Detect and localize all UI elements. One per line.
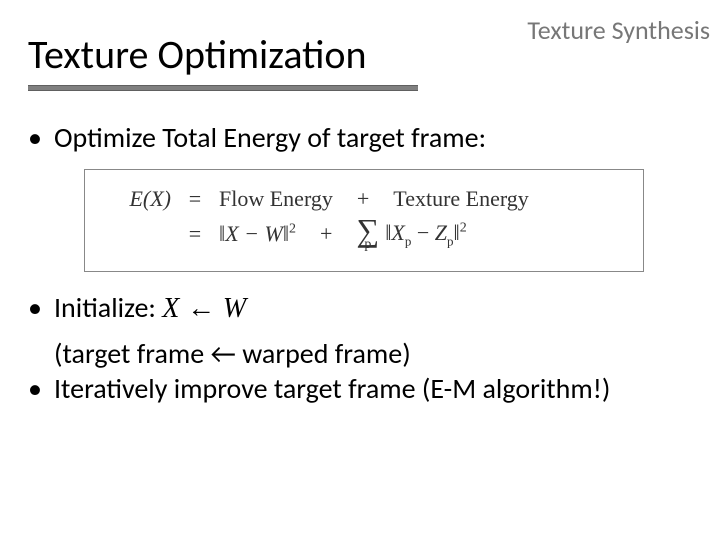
sigma-subscript: p xyxy=(364,240,371,251)
formula-lhs-text: E(X) xyxy=(129,186,171,211)
norm-exp-2: 2 xyxy=(460,220,467,235)
bullet-1: Optimize Total Energy of target frame: xyxy=(28,120,692,155)
bullet-2-W: W xyxy=(223,293,246,324)
sigma-block: ∑ p xyxy=(356,218,379,251)
norm-exp-1: 2 xyxy=(289,222,296,237)
norm-minus: − xyxy=(411,220,434,245)
formula-row-2: = ‖X − W‖2 + ∑ p ‖Xp − Zp‖2 xyxy=(101,218,627,251)
bullet-2-X: X xyxy=(162,293,179,324)
title-underline xyxy=(28,85,418,91)
bullet-2-prefix: Initialize: xyxy=(54,290,162,325)
bullet-3: Iteratively improve target frame (E-M al… xyxy=(28,371,692,406)
bullet-2-continuation: (target frame ← warped frame) xyxy=(28,336,692,371)
slide-title: Texture Optimization xyxy=(28,30,418,85)
energy-formula-box: E(X) = Flow Energy + Texture Energy = ‖X… xyxy=(84,169,644,272)
texture-energy-term: Texture Energy xyxy=(393,186,529,212)
flow-norm-term: ‖X − W‖2 xyxy=(219,221,296,247)
plus-sign-1: + xyxy=(357,186,369,212)
norm-inner-1: X − W xyxy=(225,221,283,246)
norm-Z: Z xyxy=(435,220,447,245)
equals-sign-1: = xyxy=(185,186,205,212)
norm-X: X xyxy=(391,220,404,245)
slide-title-block: Texture Optimization xyxy=(28,30,418,91)
bullet-2-arrow: ← xyxy=(179,292,223,323)
flow-energy-term: Flow Energy xyxy=(219,186,333,212)
slide-content: Optimize Total Energy of target frame: E… xyxy=(28,120,692,416)
section-header-label: Texture Synthesis xyxy=(527,14,710,46)
formula-row-1: E(X) = Flow Energy + Texture Energy xyxy=(101,186,627,212)
plus-sign-2: + xyxy=(320,221,332,247)
equals-sign-2: = xyxy=(185,221,205,247)
bullet-2: Initialize: X ← W xyxy=(28,290,692,326)
formula-lhs: E(X) xyxy=(101,186,171,212)
texture-norm-term: ∑ p ‖Xp − Zp‖2 xyxy=(356,218,466,251)
